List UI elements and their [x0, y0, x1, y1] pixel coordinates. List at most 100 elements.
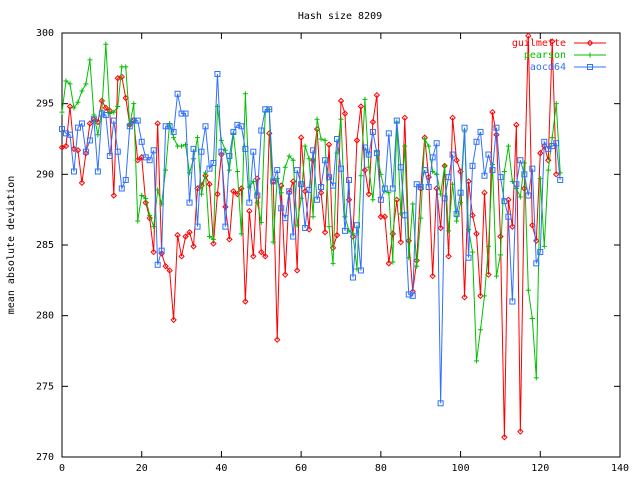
data-point-pearson — [179, 143, 185, 149]
data-point-aocd64 — [537, 249, 544, 256]
data-point-guilmette — [190, 243, 197, 250]
data-point-guilmette — [397, 238, 404, 246]
data-point-aocd64 — [250, 148, 257, 155]
data-point-guilmette — [182, 233, 189, 240]
data-point-pearson — [67, 81, 73, 87]
data-point-pearson — [83, 81, 89, 87]
data-point-aocd64 — [509, 298, 516, 305]
data-point-guilmette — [485, 271, 492, 278]
data-point-aocd64 — [521, 171, 528, 178]
data-point-pearson — [202, 170, 208, 176]
legend-label-pearson: pearson — [524, 50, 566, 61]
data-point-aocd64 — [341, 227, 348, 234]
data-point-guilmette — [166, 267, 173, 274]
data-point-pearson — [497, 252, 503, 258]
legend-label-guilmette: guilmette — [512, 38, 566, 49]
data-point-aocd64 — [417, 184, 424, 191]
data-point-pearson — [155, 187, 161, 193]
data-point-pearson — [79, 88, 85, 94]
data-point-pearson — [545, 167, 551, 173]
data-point-guilmette — [361, 166, 369, 174]
data-point-guilmette — [186, 229, 193, 236]
plot-frame — [61, 32, 621, 458]
data-point-aocd64 — [513, 181, 520, 188]
data-point-aocd64 — [130, 117, 137, 124]
data-point-aocd64 — [166, 123, 173, 130]
data-point-guilmette — [369, 118, 377, 126]
y-tick-label: 270 — [36, 452, 54, 463]
data-point-aocd64 — [405, 291, 412, 298]
data-point-pearson — [139, 193, 145, 199]
data-point-guilmette — [549, 38, 556, 45]
data-point-aocd64 — [170, 128, 177, 135]
legend-marker-aocd64 — [587, 64, 593, 70]
data-point-guilmette — [242, 298, 249, 305]
data-point-pearson — [386, 190, 392, 196]
data-point-guilmette — [325, 141, 333, 148]
data-point-guilmette — [489, 108, 496, 116]
data-point-aocd64 — [90, 116, 97, 123]
data-point-guilmette — [158, 250, 165, 257]
data-point-pearson — [517, 194, 523, 200]
data-point-aocd64 — [310, 147, 317, 154]
data-point-aocd64 — [70, 168, 77, 175]
data-point-guilmette — [258, 248, 265, 256]
data-point-pearson — [131, 101, 137, 107]
data-point-guilmette — [341, 110, 349, 117]
data-point-aocd64 — [433, 140, 440, 147]
data-point-pearson — [75, 99, 81, 105]
data-point-guilmette — [170, 316, 177, 324]
x-tick-label: 140 — [611, 463, 629, 474]
data-point-aocd64 — [457, 189, 464, 196]
data-point-aocd64 — [242, 145, 249, 152]
data-point-aocd64 — [198, 148, 205, 155]
data-point-guilmette — [86, 120, 94, 127]
data-point-aocd64 — [302, 225, 309, 232]
data-point-aocd64 — [485, 151, 492, 158]
data-point-pearson — [378, 171, 384, 177]
data-point-guilmette — [230, 188, 237, 195]
y-tick-label: 285 — [36, 240, 54, 251]
data-point-guilmette — [118, 73, 125, 81]
data-point-guilmette — [66, 103, 74, 110]
data-point-pearson — [206, 234, 212, 240]
data-point-guilmette — [274, 336, 281, 343]
data-point-aocd64 — [158, 247, 165, 254]
data-point-pearson — [310, 214, 316, 220]
data-point-pearson — [418, 215, 424, 221]
data-point-aocd64 — [190, 145, 197, 152]
data-point-aocd64 — [86, 137, 93, 144]
data-point-guilmette — [401, 114, 408, 122]
data-point-aocd64 — [278, 205, 285, 212]
data-point-pearson — [493, 273, 499, 279]
data-point-pearson — [442, 163, 448, 169]
data-point-aocd64 — [377, 196, 384, 203]
data-point-guilmette — [433, 185, 440, 192]
data-point-pearson — [358, 173, 364, 179]
data-point-guilmette — [333, 231, 341, 239]
data-point-aocd64 — [298, 181, 305, 188]
data-point-aocd64 — [397, 164, 404, 171]
data-point-aocd64 — [74, 124, 81, 131]
y-tick-label: 300 — [36, 28, 54, 39]
data-point-aocd64 — [202, 123, 209, 130]
series-guilmette — [58, 32, 560, 441]
data-point-aocd64 — [449, 151, 456, 158]
data-point-aocd64 — [186, 199, 193, 206]
data-point-guilmette — [381, 213, 389, 220]
legend-marker-pearson — [587, 52, 593, 58]
data-point-pearson — [426, 143, 432, 149]
data-point-aocd64 — [505, 213, 512, 220]
data-point-aocd64 — [174, 90, 181, 97]
data-point-aocd64 — [270, 178, 277, 185]
data-point-pearson — [402, 143, 408, 149]
data-point-guilmette — [445, 253, 452, 260]
data-point-pearson — [485, 243, 491, 249]
data-point-pearson — [115, 103, 121, 109]
y-tick-label: 275 — [36, 381, 54, 392]
data-point-pearson — [541, 243, 547, 249]
data-point-pearson — [258, 219, 264, 225]
legend-marker-guilmette — [586, 39, 594, 47]
data-point-aocd64 — [429, 154, 436, 161]
data-point-aocd64 — [194, 223, 201, 230]
